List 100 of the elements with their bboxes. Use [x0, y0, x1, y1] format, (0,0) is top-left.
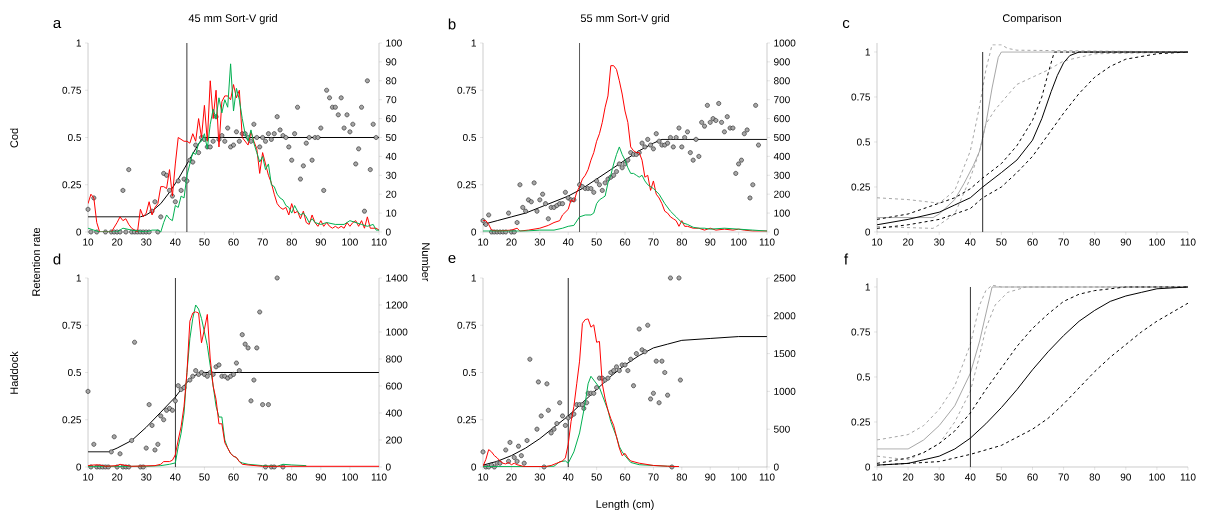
x-tick-label: 30: [141, 238, 152, 246]
x-tick-label: 10: [872, 473, 883, 481]
y2-tick-label: 40: [385, 152, 397, 160]
y2-tick-label: 400: [773, 152, 790, 160]
x-tick-label: 50: [591, 238, 602, 246]
x-tick-label: 100: [731, 473, 747, 481]
x-tick-label: 80: [286, 238, 297, 246]
y2-tick-label: 30: [385, 171, 397, 179]
y2-tick-label: 1400: [386, 274, 408, 282]
x-tick-label: 10: [83, 473, 94, 481]
x-tick-label: 30: [934, 238, 945, 246]
y-tick-label: 0.75: [62, 86, 82, 94]
x-tick-label: 40: [169, 473, 181, 481]
y-tick-label: 0.75: [457, 321, 477, 329]
y-tick-label: 0.5: [462, 133, 477, 142]
y-tick-label: 0.25: [457, 416, 477, 424]
text: b: [448, 18, 456, 30]
x-tick-label: 70: [257, 238, 268, 246]
x-tick-label: 10: [83, 238, 94, 246]
y2-tick-label: 600: [774, 115, 790, 123]
y-tick-label: 0: [865, 463, 871, 471]
y-tick-label: 0.5: [67, 368, 82, 377]
x-tick-label: 70: [1058, 238, 1069, 246]
x-tick-label: 100: [342, 238, 358, 246]
x-tick-label: 50: [996, 238, 1007, 246]
x-tick-label: 20: [112, 473, 123, 481]
y2-tick-label: 500: [773, 133, 790, 142]
y-tick-label: 0: [76, 463, 82, 471]
x-tick-label: 110: [1180, 238, 1196, 246]
y2-tick-label: 2500: [774, 274, 796, 282]
x-tick-label: 50: [591, 473, 602, 481]
y-tick-label: 0: [76, 228, 82, 236]
y-axis-title: Haddock: [9, 351, 19, 394]
y-tick-label: 0.5: [67, 133, 82, 142]
y2-tick-label: 200: [386, 436, 402, 444]
y-tick-label: 0: [471, 463, 477, 471]
y-tick-label: 1: [76, 39, 81, 47]
y-tick-label: 1: [865, 283, 870, 291]
x-axis-title: Length (cm): [596, 499, 654, 511]
y-tick-label: 0.75: [851, 328, 871, 336]
x-tick-label: 110: [1180, 473, 1196, 481]
x-tick-label: 80: [1089, 238, 1100, 246]
x-tick-label: 100: [731, 238, 747, 246]
x-tick-label: 90: [1120, 238, 1131, 246]
x-tick-label: 50: [996, 473, 1007, 481]
y2-axis-title: Number: [421, 243, 431, 282]
y-tick-label: 1: [471, 274, 476, 282]
x-tick-label: 70: [257, 473, 268, 481]
x-tick-label: 70: [1058, 473, 1069, 481]
y2-tick-label: 400: [385, 409, 402, 417]
y-tick-label: 1: [76, 274, 81, 282]
chart-title: 55 mm Sort-V grid: [580, 14, 669, 25]
y-tick-label: 1: [865, 48, 870, 56]
chart-title: 45 mm Sort-V grid: [188, 14, 277, 25]
x-tick-label: 100: [1149, 473, 1165, 481]
x-tick-label: 60: [228, 238, 239, 246]
x-tick-label: 10: [478, 473, 489, 481]
x-tick-label: 110: [759, 238, 775, 246]
x-tick-label: 80: [676, 473, 687, 481]
x-tick-label: 90: [705, 238, 716, 246]
x-tick-label: 80: [1089, 473, 1100, 481]
x-tick-label: 110: [759, 473, 775, 481]
x-tick-label: 40: [562, 238, 574, 246]
y-tick-label: 0.75: [851, 93, 871, 101]
y2-tick-label: 80: [385, 77, 397, 85]
x-tick-label: 30: [141, 473, 152, 481]
y2-tick-label: 100: [774, 209, 790, 217]
x-tick-label: 90: [1120, 473, 1131, 481]
x-tick-label: 60: [619, 473, 631, 481]
chart-title: Comparison: [1002, 14, 1061, 25]
y2-tick-label: 0: [773, 228, 779, 236]
x-tick-label: 110: [371, 238, 387, 246]
x-tick-label: 30: [534, 238, 545, 246]
text: Retention rate: [31, 227, 41, 296]
x-tick-label: 110: [371, 473, 387, 481]
x-tick-label: 20: [112, 238, 123, 246]
y2-tick-label: 700: [774, 96, 790, 104]
text: f: [844, 253, 849, 265]
x-tick-label: 100: [1149, 238, 1165, 246]
text: a: [53, 19, 62, 29]
y2-tick-label: 10: [386, 209, 397, 217]
y-tick-label: 0.5: [462, 368, 477, 377]
x-tick-label: 20: [506, 473, 517, 481]
text: c: [842, 19, 850, 29]
y2-tick-label: 800: [385, 355, 402, 363]
y2-tick-label: 2000: [774, 312, 796, 320]
x-tick-label: 40: [562, 473, 574, 481]
y2-tick-label: 1000: [774, 39, 796, 47]
x-tick-label: 40: [169, 238, 181, 246]
y2-tick-label: 1000: [774, 387, 796, 395]
x-tick-label: 50: [199, 473, 210, 481]
x-tick-label: 80: [676, 238, 687, 246]
y2-tick-label: 0: [385, 228, 391, 236]
y-axis-title: Cod: [9, 128, 19, 148]
y-tick-label: 0.75: [62, 321, 82, 329]
y2-tick-label: 500: [773, 425, 790, 433]
x-tick-label: 80: [286, 473, 297, 481]
x-tick-label: 70: [648, 473, 659, 481]
y2-tick-label: 1500: [774, 350, 796, 358]
text: e: [448, 254, 456, 264]
